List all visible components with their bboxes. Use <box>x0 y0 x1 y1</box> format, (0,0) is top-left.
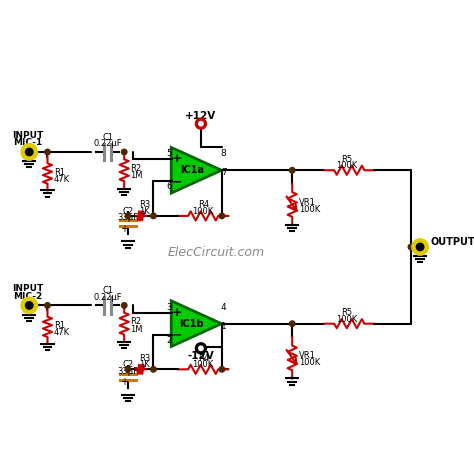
Circle shape <box>151 213 156 219</box>
Text: 1: 1 <box>221 322 227 331</box>
Text: +: + <box>172 306 182 319</box>
Text: VR1: VR1 <box>299 351 316 360</box>
Circle shape <box>199 346 203 350</box>
Circle shape <box>45 303 50 308</box>
Text: R1: R1 <box>54 168 65 177</box>
Text: C2: C2 <box>122 207 133 216</box>
Text: -12V: -12V <box>188 350 214 361</box>
Text: C1: C1 <box>102 133 113 142</box>
Circle shape <box>121 303 127 308</box>
Text: ElecCircuit.com: ElecCircuit.com <box>168 246 265 259</box>
Circle shape <box>125 367 131 372</box>
Text: R4: R4 <box>198 354 209 363</box>
Polygon shape <box>171 301 221 346</box>
Text: IC1b: IC1b <box>180 319 204 329</box>
Text: 100K: 100K <box>299 205 320 214</box>
Text: 8: 8 <box>221 149 227 158</box>
Text: R4: R4 <box>198 200 209 209</box>
Text: C1: C1 <box>102 286 113 295</box>
Circle shape <box>151 367 156 372</box>
Text: R5: R5 <box>341 308 353 317</box>
Polygon shape <box>171 147 221 193</box>
Text: −: − <box>172 329 182 341</box>
Text: +: + <box>120 224 128 234</box>
Text: MIC-1: MIC-1 <box>13 138 42 147</box>
Text: R1: R1 <box>54 321 65 330</box>
Circle shape <box>21 297 37 313</box>
Text: 5: 5 <box>166 149 172 158</box>
Circle shape <box>219 213 225 219</box>
Circle shape <box>416 243 424 251</box>
Circle shape <box>26 302 33 309</box>
Text: INPUT: INPUT <box>12 285 43 294</box>
Text: 6: 6 <box>166 182 172 191</box>
Text: R2: R2 <box>131 318 142 327</box>
Text: +: + <box>172 152 182 166</box>
Text: +: + <box>120 377 128 387</box>
Text: 100K: 100K <box>337 315 358 324</box>
Text: MIC-2: MIC-2 <box>13 292 42 301</box>
Text: 7: 7 <box>221 169 227 178</box>
Text: 33µF: 33µF <box>118 213 138 222</box>
Circle shape <box>45 149 50 155</box>
Circle shape <box>121 149 127 155</box>
Text: IC1a: IC1a <box>180 165 204 175</box>
Text: 4: 4 <box>221 303 227 312</box>
Circle shape <box>21 144 37 160</box>
Text: R2: R2 <box>131 164 142 173</box>
Text: 3: 3 <box>166 303 172 312</box>
Text: 1K: 1K <box>139 360 150 369</box>
Text: 1M: 1M <box>131 171 143 180</box>
Text: 1M: 1M <box>131 325 143 334</box>
Text: 47K: 47K <box>54 175 70 184</box>
Circle shape <box>195 118 206 129</box>
Text: 100K: 100K <box>337 161 358 170</box>
Text: C2: C2 <box>122 360 133 369</box>
Text: 100K: 100K <box>299 359 320 368</box>
Text: 33µF: 33µF <box>118 367 138 376</box>
Circle shape <box>195 343 206 354</box>
Text: 2: 2 <box>166 336 172 345</box>
Text: 1K: 1K <box>139 207 150 216</box>
Text: VR1: VR1 <box>299 198 316 207</box>
Text: R5: R5 <box>341 155 353 164</box>
Circle shape <box>408 244 414 250</box>
Circle shape <box>290 321 295 327</box>
Circle shape <box>199 121 203 126</box>
Circle shape <box>26 148 33 156</box>
Text: R3: R3 <box>139 200 150 209</box>
Text: 100K: 100K <box>192 207 214 216</box>
Text: OUTPUT: OUTPUT <box>430 237 474 248</box>
Text: INPUT: INPUT <box>12 131 43 140</box>
Text: 100K: 100K <box>192 360 214 369</box>
Text: +12V: +12V <box>185 111 217 121</box>
Text: 0.22µF: 0.22µF <box>93 293 122 302</box>
Text: 0.22µF: 0.22µF <box>93 139 122 148</box>
Circle shape <box>290 167 295 173</box>
Text: R3: R3 <box>139 354 150 363</box>
Text: −: − <box>172 175 182 188</box>
Circle shape <box>219 367 225 372</box>
Circle shape <box>412 239 428 255</box>
Text: 47K: 47K <box>54 328 70 337</box>
Circle shape <box>125 213 131 219</box>
